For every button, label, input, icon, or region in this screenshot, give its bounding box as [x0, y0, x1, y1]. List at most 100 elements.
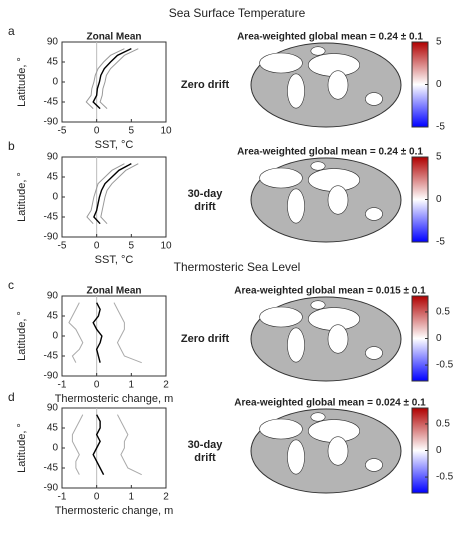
profile-line: [92, 48, 132, 110]
x-tick-label: 1: [129, 380, 135, 391]
continent: [327, 185, 349, 215]
continent: [287, 439, 305, 475]
continent: [259, 167, 303, 189]
map-title: Area-weighted global mean = 0.015 ± 0.1: [234, 286, 426, 297]
panel-title: Zonal Mean: [86, 286, 141, 297]
colorbar-tick-label: 0.5: [436, 419, 450, 430]
colorbar-tick-label: 0: [436, 194, 442, 205]
x-tick-label: -1: [58, 492, 67, 503]
colorbar-tick-label: 0: [436, 333, 442, 344]
y-tick-label: 45: [47, 172, 59, 183]
x-tick-label: 0: [94, 126, 100, 137]
profile-line: [113, 302, 142, 364]
map-label: 30-day: [188, 188, 224, 200]
profile-line: [68, 302, 84, 363]
profile-line: [92, 414, 105, 475]
continent: [259, 52, 303, 74]
y-axis-label: Latitude, °: [16, 57, 28, 107]
profile-line: [99, 48, 139, 110]
map-label: Zero drift: [181, 333, 230, 345]
continent: [287, 73, 305, 109]
x-tick-label: 5: [129, 126, 135, 137]
y-tick-label: 0: [52, 443, 58, 454]
y-tick-label: -45: [44, 212, 59, 223]
continent: [365, 458, 383, 472]
map-title: Area-weighted global mean = 0.24 ± 0.1: [237, 147, 423, 158]
continent: [327, 436, 349, 466]
x-tick-label: 0: [94, 241, 100, 252]
continent: [365, 92, 383, 106]
profile-line: [71, 414, 84, 475]
y-tick-label: 0: [52, 77, 58, 88]
plot-frame: [61, 295, 167, 377]
y-tick-label: 45: [47, 311, 59, 322]
colorbar-tick-label: -5: [436, 237, 445, 248]
y-tick-label: -90: [44, 371, 59, 382]
x-tick-label: 10: [160, 126, 172, 137]
y-tick-label: -45: [44, 463, 59, 474]
x-tick-label: 0: [94, 380, 100, 391]
colorbar-tick-label: 0.5: [436, 307, 450, 318]
x-tick-label: 2: [163, 492, 169, 503]
map-title: Area-weighted global mean = 0.024 ± 0.1: [234, 398, 426, 409]
continent: [365, 346, 383, 360]
x-axis-label: SST, °C: [95, 254, 134, 266]
y-tick-label: -45: [44, 97, 59, 108]
continent: [365, 207, 383, 221]
map-label: Zero drift: [181, 79, 230, 91]
continent: [327, 70, 349, 100]
y-tick-label: 0: [52, 192, 58, 203]
y-axis-label: Latitude, °: [16, 423, 28, 473]
x-tick-label: -1: [58, 380, 67, 391]
plot-frame: [61, 407, 167, 489]
x-tick-label: 0: [94, 492, 100, 503]
colorbar-tick-label: 0: [436, 445, 442, 456]
panel-letter: a: [8, 24, 15, 38]
x-tick-label: 1: [129, 492, 135, 503]
x-tick-label: 5: [129, 241, 135, 252]
x-tick-label: 10: [160, 241, 172, 252]
y-tick-label: 90: [47, 291, 59, 302]
x-axis-label: Thermosteric change, m: [55, 393, 174, 405]
colorbar-tick-label: -0.5: [436, 360, 454, 371]
map-title: Area-weighted global mean = 0.24 ± 0.1: [237, 32, 423, 43]
map-label: drift: [194, 201, 216, 213]
y-axis-label: Latitude, °: [16, 172, 28, 222]
continent: [310, 300, 326, 310]
continent: [259, 306, 303, 328]
x-axis-label: Thermosteric change, m: [55, 505, 174, 517]
x-axis-label: SST, °C: [95, 139, 134, 151]
continent: [310, 161, 326, 171]
profile-line: [100, 163, 139, 225]
y-tick-label: -45: [44, 351, 59, 362]
colorbar-tick-label: 5: [436, 37, 442, 48]
colorbar-tick-label: -5: [436, 122, 445, 133]
y-tick-label: 90: [47, 403, 59, 414]
map-label: drift: [194, 452, 216, 464]
profile-line: [92, 302, 103, 363]
panel-title: Zonal Mean: [86, 32, 141, 43]
map-label: 30-day: [188, 439, 224, 451]
x-tick-label: 2: [163, 380, 169, 391]
panel-letter: c: [8, 278, 14, 292]
x-tick-label: -5: [58, 241, 67, 252]
profile-line: [86, 163, 125, 225]
continent: [327, 324, 349, 354]
profile-line: [93, 163, 132, 225]
x-tick-label: -5: [58, 126, 67, 137]
continent: [287, 188, 305, 224]
profile-line: [117, 414, 142, 476]
continent: [259, 418, 303, 440]
section-title: Thermosteric Sea Level: [174, 260, 301, 274]
y-axis-label: Latitude, °: [16, 311, 28, 361]
colorbar-tick-label: -0.5: [436, 472, 454, 483]
y-tick-label: -90: [44, 483, 59, 494]
colorbar-tick-label: 5: [436, 152, 442, 163]
continent: [310, 46, 326, 56]
y-tick-label: 45: [47, 423, 59, 434]
y-tick-label: 90: [47, 37, 59, 48]
y-tick-label: 0: [52, 331, 58, 342]
y-tick-label: 90: [47, 152, 59, 163]
profile-line: [85, 48, 125, 110]
